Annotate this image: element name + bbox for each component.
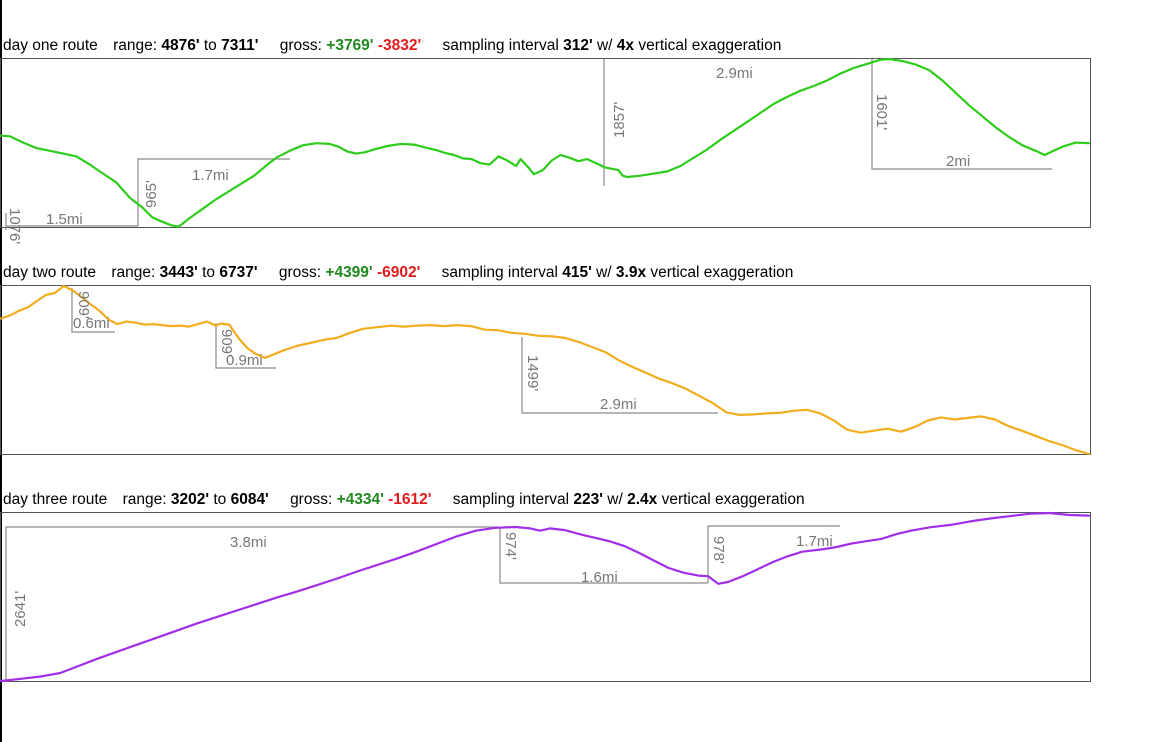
route-header-day-three: day three route range: 3202' to 6084' gr… bbox=[3, 491, 805, 509]
sampling-label: sampling interval bbox=[442, 37, 559, 54]
segment-distance-label: 0.9mi bbox=[226, 352, 263, 369]
segment-bracket bbox=[5, 213, 138, 230]
chart-frame bbox=[0, 58, 1091, 228]
segment-distance-label: 2.9mi bbox=[716, 65, 753, 82]
exaggeration-suffix: vertical exaggeration bbox=[661, 491, 805, 508]
gross-gain: +4399' bbox=[325, 264, 373, 281]
elevation-line-day-three bbox=[0, 511, 1091, 683]
elevation-chart-day-one: 1.5mi 1076' 1.7mi 965' 2.9mi 1857' 2mi 1… bbox=[0, 57, 1091, 244]
gross-label: gross: bbox=[278, 264, 322, 281]
segment-gain-label: 965' bbox=[143, 180, 160, 208]
sampling-with: w/ bbox=[596, 264, 612, 281]
range-label: range: bbox=[111, 264, 156, 281]
range-to: to bbox=[203, 37, 217, 54]
elevation-line-day-one bbox=[0, 57, 1091, 228]
segment-bracket bbox=[71, 288, 115, 333]
route-title: day two route bbox=[3, 264, 97, 281]
range-to: to bbox=[213, 491, 227, 508]
chart-frame bbox=[0, 512, 1091, 682]
segment-distance-label: 1.6mi bbox=[581, 569, 618, 586]
segment-gain-label: 1601' bbox=[873, 94, 890, 130]
segment-bracket bbox=[871, 59, 1052, 170]
segment-gain-label: 909' bbox=[218, 329, 235, 357]
gross-loss: -3832' bbox=[377, 37, 422, 54]
segment-bracket bbox=[215, 323, 276, 369]
route-header-day-one: day one route range: 4876' to 7311' gros… bbox=[3, 37, 781, 55]
segment-gain-label: 2641' bbox=[12, 591, 29, 627]
range-min: 3443' bbox=[159, 264, 198, 281]
segment-distance-label: 3.8mi bbox=[230, 534, 267, 551]
segment-bracket bbox=[521, 337, 718, 414]
range-label: range: bbox=[113, 37, 158, 54]
segment-distance-label: 0.6mi bbox=[73, 315, 110, 332]
range-max: 6737' bbox=[219, 264, 258, 281]
segment-distance-label: 1.5mi bbox=[46, 211, 83, 228]
sampling-value: 415' bbox=[562, 264, 592, 281]
exaggeration-value: 3.9x bbox=[615, 264, 647, 281]
gross-loss: -6902' bbox=[376, 264, 421, 281]
segment-gain-label: 909' bbox=[75, 291, 92, 319]
range-to: to bbox=[202, 264, 216, 281]
route-header-day-two: day two route range: 3443' to 6737' gros… bbox=[3, 264, 793, 282]
segment-bracket bbox=[707, 525, 840, 583]
chart-frame bbox=[0, 285, 1091, 455]
route-title: day three route bbox=[3, 491, 108, 508]
segment-gain-label: 974' bbox=[502, 532, 519, 560]
sampling-value: 312' bbox=[563, 37, 593, 54]
segment-bracket bbox=[499, 527, 708, 584]
gross-label: gross: bbox=[290, 491, 333, 508]
sampling-label: sampling interval bbox=[452, 491, 570, 508]
sampling-value: 223' bbox=[573, 491, 603, 508]
sampling-with: w/ bbox=[596, 37, 613, 54]
segment-distance-label: 1.7mi bbox=[796, 533, 833, 550]
elevation-chart-day-three: 3.8mi 2641' 1.6mi 974' 1.7mi 978' bbox=[0, 511, 1091, 683]
sampling-label: sampling interval bbox=[441, 264, 558, 281]
exaggeration-value: 4x bbox=[616, 37, 635, 54]
segment-gain-label: 1857' bbox=[611, 102, 628, 138]
sampling-with: w/ bbox=[607, 491, 623, 508]
range-label: range: bbox=[122, 491, 167, 508]
segment-distance-label: 1.7mi bbox=[192, 167, 229, 184]
range-max: 6084' bbox=[230, 491, 269, 508]
range-min: 3202' bbox=[170, 491, 210, 508]
elevation-chart-day-two: 0.6mi 909' 0.9mi 909' 2.9mi 1499' bbox=[0, 284, 1091, 456]
segment-bracket bbox=[5, 526, 498, 682]
gross-label: gross: bbox=[279, 37, 322, 54]
exaggeration-suffix: vertical exaggeration bbox=[650, 264, 794, 281]
segment-gain-label: 1499' bbox=[524, 355, 541, 391]
route-title: day one route bbox=[3, 37, 98, 54]
segment-gain-label: 978' bbox=[710, 536, 727, 564]
exaggeration-value: 2.4x bbox=[627, 491, 658, 508]
elevation-line-day-two bbox=[0, 284, 1091, 456]
segment-distance-label: 2.9mi bbox=[600, 396, 637, 413]
gross-gain: +4334' bbox=[336, 491, 384, 508]
range-min: 4876' bbox=[161, 37, 200, 54]
exaggeration-suffix: vertical exaggeration bbox=[638, 37, 782, 54]
gross-gain: +3769' bbox=[326, 37, 374, 54]
segment-gain-label: 1076' bbox=[6, 208, 23, 244]
range-max: 7311' bbox=[221, 37, 259, 54]
segment-distance-label: 2mi bbox=[946, 153, 970, 170]
gross-loss: -1612' bbox=[388, 491, 432, 508]
